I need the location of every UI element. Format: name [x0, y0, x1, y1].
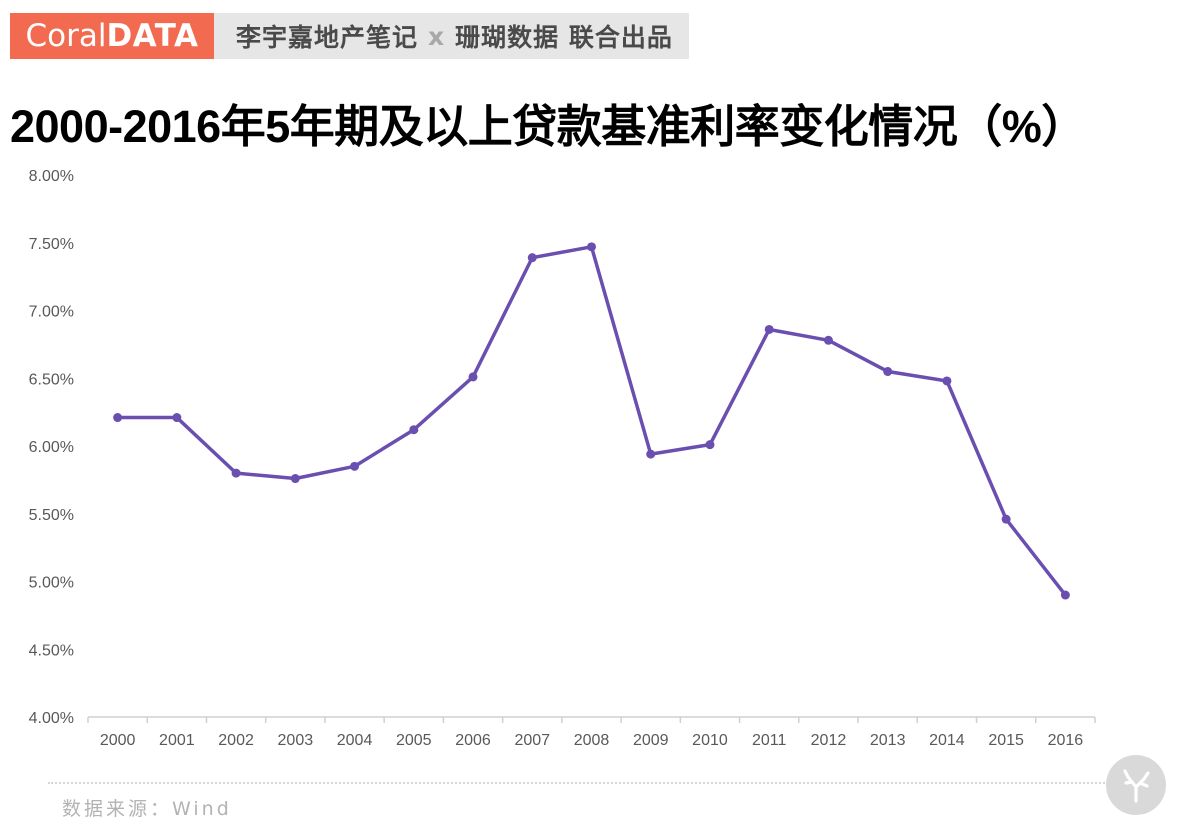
y-tick-label: 5.50% — [29, 507, 74, 524]
data-point — [823, 335, 833, 345]
collab-x: x — [428, 21, 446, 51]
data-point — [587, 242, 596, 252]
data-point — [705, 440, 715, 450]
x-tick-label: 2008 — [574, 732, 610, 749]
x-tick-label: 2012 — [811, 732, 847, 749]
collaboration-banner: 李宇嘉地产笔记 x 珊瑚数据 联合出品 — [214, 13, 689, 59]
x-tick-label: 2011 — [752, 732, 787, 749]
x-tick-label: 2015 — [988, 732, 1024, 749]
coral-branch-icon — [1106, 755, 1166, 815]
brand-bar: Coral DATA 李宇嘉地产笔记 x 珊瑚数据 联合出品 — [10, 13, 689, 59]
y-tick-label: 6.00% — [29, 439, 74, 456]
x-tick-label: 2001 — [159, 732, 195, 749]
x-tick-label: 2003 — [278, 732, 314, 749]
coraldata-logo: Coral DATA — [10, 13, 214, 59]
data-point — [468, 372, 478, 382]
data-point — [764, 324, 774, 334]
data-point — [290, 474, 300, 484]
y-tick-label: 5.00% — [29, 575, 74, 592]
x-tick-label: 2007 — [514, 732, 550, 749]
y-tick-label: 7.50% — [29, 236, 74, 253]
data-point — [1060, 590, 1070, 600]
y-tick-label: 8.00% — [29, 168, 74, 185]
data-point — [231, 468, 241, 478]
y-tick-label: 4.50% — [29, 642, 74, 659]
source-note: 数据来源：Wind — [62, 798, 232, 820]
y-tick-label: 4.00% — [29, 710, 74, 727]
y-tick-label: 6.50% — [29, 371, 74, 388]
x-tick-label: 2014 — [929, 732, 965, 749]
y-tick-label: 7.00% — [29, 304, 74, 321]
x-tick-label: 2009 — [633, 732, 669, 749]
brand-light-text: Coral — [25, 18, 107, 54]
data-point — [942, 376, 952, 386]
data-point — [113, 413, 123, 423]
data-point — [172, 413, 182, 423]
data-point — [1001, 514, 1011, 524]
data-point — [646, 449, 656, 459]
data-point — [527, 253, 537, 263]
collab-right: 珊瑚数据 联合出品 — [455, 23, 673, 52]
chart-title: 2000-2016年5年期及以上贷款基准利率变化情况（%） — [10, 101, 1086, 152]
data-point — [409, 425, 419, 435]
x-tick-label: 2005 — [396, 732, 432, 749]
x-tick-label: 2013 — [870, 732, 906, 749]
x-tick-label: 2006 — [455, 732, 491, 749]
data-point — [350, 461, 360, 471]
x-tick-label: 2016 — [1048, 732, 1084, 749]
divider — [48, 782, 1148, 784]
series-line — [115, 245, 1068, 597]
collab-left: 李宇嘉地产笔记 — [236, 23, 419, 52]
x-tick-label: 2002 — [218, 732, 254, 749]
data-point — [883, 366, 893, 376]
x-tick-label: 2000 — [100, 732, 136, 749]
brand-bold-text: DATA — [106, 18, 199, 54]
x-tick-label: 2010 — [692, 732, 728, 749]
x-tick-label: 2004 — [337, 732, 373, 749]
